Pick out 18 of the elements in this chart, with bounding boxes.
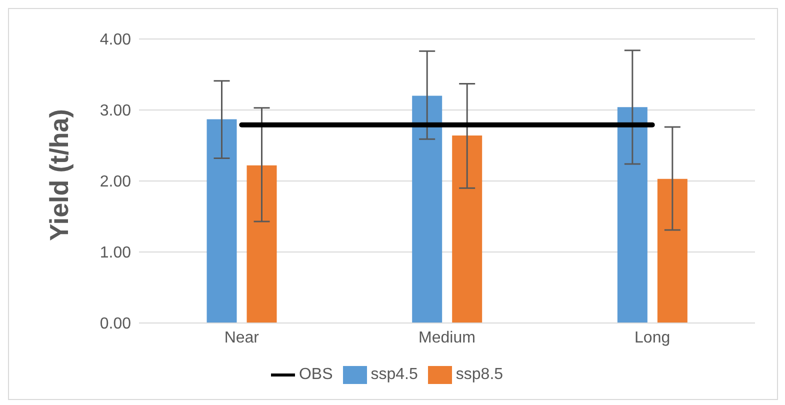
y-tick-label: 3.00 [100,102,132,120]
bar [657,178,688,323]
bar [452,136,482,323]
y-tick-label: 4.00 [100,32,132,49]
bar [412,96,442,323]
x-tick-label: Long [634,329,670,346]
legend-label: ssp8.5 [456,366,504,384]
y-tick-label: 1.00 [100,244,132,262]
y-tick-label: 0.00 [100,316,132,333]
legend-label: OBS [298,366,333,384]
bar [206,119,237,323]
bar [246,165,277,323]
legend-label: ssp4.5 [370,366,418,384]
bar [617,107,648,323]
y-axis-title: Yield (t/ha) [44,109,74,241]
x-tick-label: Near [224,329,260,346]
y-tick-label: 2.00 [100,174,132,191]
x-tick-label: Medium [418,329,476,346]
